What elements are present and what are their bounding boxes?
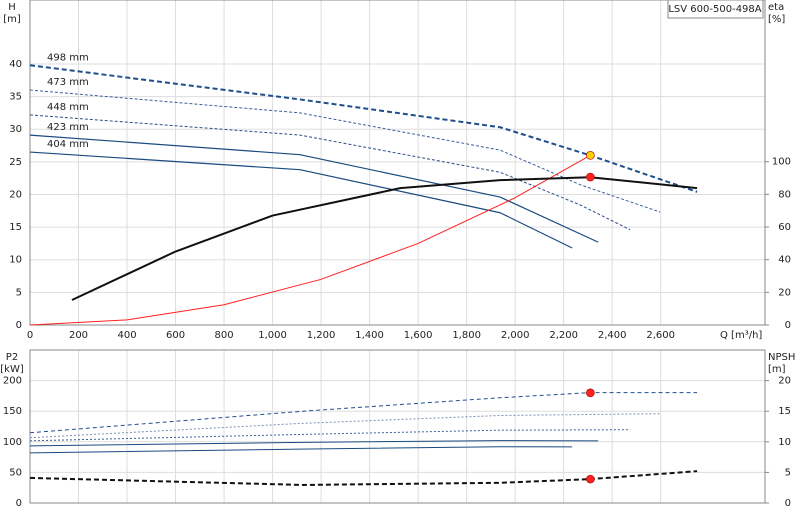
y-tick-label: 5 (16, 287, 22, 298)
operating-point (586, 388, 595, 398)
y2-axis-label: eta (768, 2, 784, 13)
curve (29, 134, 599, 243)
curve (29, 64, 698, 193)
y-tick-label: 25 (9, 157, 22, 168)
y-tick-label: 10 (9, 255, 22, 266)
y2-tick-label: 5 (785, 467, 791, 478)
plot-frame (29, 349, 766, 504)
y-tick-label: 15 (9, 222, 22, 233)
y-tick-label: 50 (9, 467, 22, 478)
x-tick-label: 1,000 (258, 330, 287, 341)
y2-tick-label: 20 (778, 376, 791, 387)
y-tick-label: 30 (9, 124, 22, 135)
curve (29, 446, 573, 454)
x-tick-label: 600 (166, 330, 185, 341)
curve-label: 404 mm (47, 139, 89, 150)
x-tick-label: 2,400 (598, 330, 627, 341)
operating-point (586, 172, 595, 182)
y-axis-unit: [kW] (0, 364, 24, 375)
y2-tick-label: 0 (785, 320, 791, 331)
curve (29, 89, 661, 213)
y-axis-unit: [m] (3, 14, 21, 25)
curve-label: 498 mm (47, 52, 89, 63)
x-tick-label: 400 (117, 330, 136, 341)
y2-tick-label: 0 (785, 498, 791, 509)
y2-tick-label: 40 (778, 255, 791, 266)
x-tick-label: 200 (69, 330, 88, 341)
y2-axis-unit: [%] (768, 14, 785, 25)
curve (29, 470, 698, 486)
y2-tick-label: 80 (778, 189, 791, 200)
y2-tick-label: 15 (778, 406, 791, 417)
y2-tick-label: 60 (778, 222, 791, 233)
x-tick-label: 2,000 (501, 330, 530, 341)
x-tick-label: 800 (215, 330, 234, 341)
y-tick-label: 35 (9, 92, 22, 103)
chart-title: LSV 600-500-498A (668, 4, 761, 15)
y2-axis-unit: [m] (768, 364, 786, 375)
operating-point (586, 474, 595, 484)
curve (71, 176, 698, 301)
curve-label: 423 mm (47, 122, 89, 133)
x-axis-label: Q [m³/h] (720, 330, 762, 341)
y-tick-label: 0 (16, 498, 22, 509)
curve (29, 429, 631, 442)
y2-tick-label: 20 (778, 287, 791, 298)
x-tick-label: 1,800 (452, 330, 481, 341)
y-tick-label: 200 (3, 376, 22, 387)
y-tick-label: 40 (9, 59, 22, 70)
y-tick-label: 20 (9, 189, 22, 200)
y-tick-label: 100 (3, 437, 22, 448)
y2-axis-label: NPSH (768, 352, 795, 363)
y-tick-label: 150 (3, 406, 22, 417)
y-tick-label: 0 (16, 320, 22, 331)
x-tick-label: 1,600 (404, 330, 433, 341)
x-tick-label: 1,200 (307, 330, 336, 341)
curve-label: 473 mm (47, 77, 89, 88)
title-box (667, 0, 764, 19)
curve (29, 440, 599, 447)
operating-point (586, 151, 595, 160)
y-axis-label: P2 (6, 352, 18, 363)
y-axis-label: H (8, 2, 16, 13)
plot-frame (29, 0, 766, 326)
x-tick-label: 2,600 (646, 330, 675, 341)
curve (29, 392, 698, 434)
y2-tick-label: 10 (778, 437, 791, 448)
curve (29, 154, 591, 326)
x-tick-label: 2,200 (549, 330, 578, 341)
curve (29, 114, 631, 231)
x-tick-label: 0 (27, 330, 33, 341)
y2-tick-label: 100 (772, 157, 791, 168)
curve-label: 448 mm (47, 102, 89, 113)
x-tick-label: 1,400 (355, 330, 384, 341)
curve (29, 151, 573, 249)
